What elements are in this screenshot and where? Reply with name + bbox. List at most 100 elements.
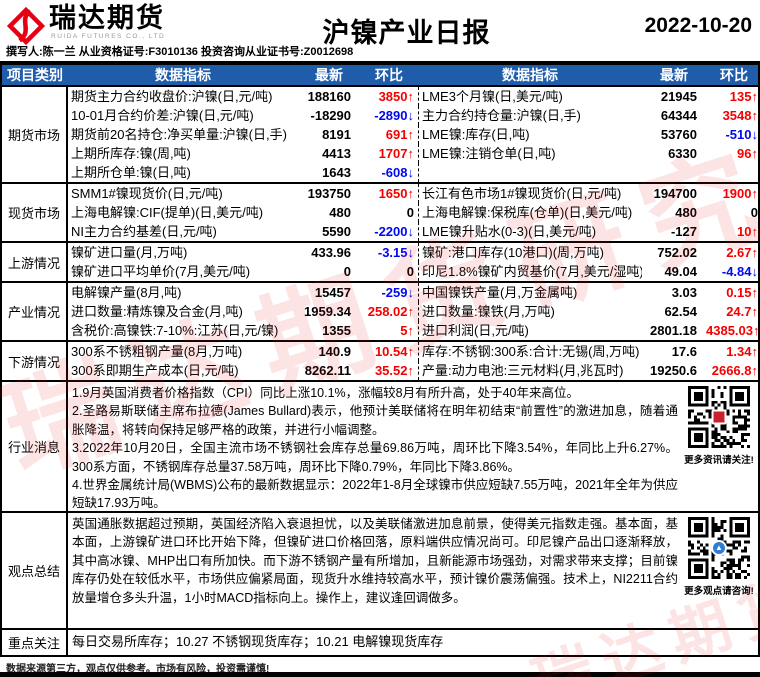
- data-grid: 期货市场 期货主力合约收盘价:沪镍(日,元/吨) 188160 3850↑ LME3个月…: [2, 87, 760, 382]
- paragraph: 2.圣路易斯联储主席布拉德(James Bullard)表示，他预计美联储将在明…: [72, 404, 678, 437]
- latest-value: 0: [343, 264, 351, 279]
- latest-value: 193750: [307, 186, 351, 201]
- latest-value: 194700: [653, 186, 697, 201]
- change-value: 5↑: [400, 323, 414, 338]
- opinion-paragraphs: 英国通胀数据超过预期，英国经济陷入衰退担忧，以及美联储激进加息前景，使得美元指数…: [72, 515, 682, 626]
- indicator-label: LME镍:库存(日,吨): [418, 125, 642, 144]
- change-value: 1707↑: [378, 146, 414, 161]
- indicator-label: 期货前20名持仓:净买单量:沪镍(日,手): [71, 127, 287, 142]
- latest-value: [642, 163, 706, 182]
- latest-value: 8191: [322, 127, 351, 142]
- category-label: 期货市场: [2, 87, 68, 182]
- latest-value: 140.9: [318, 344, 351, 359]
- col-header-latest-1: 最新: [315, 67, 343, 83]
- latest-value: 53760: [660, 127, 697, 142]
- report-date: 2022-10-20: [644, 14, 752, 37]
- col-header-indicator-1: 数据指标: [155, 67, 211, 83]
- section-rows: SMM1#镍现货价(日,元/吨) 193750 1650↑ 长江有色市场1#镍现货价(…: [68, 184, 760, 241]
- latest-value: -127: [670, 224, 697, 239]
- table-section: 产业情况 电解镍产量(8月,吨) 15457 -259↓ 中国镍铁产量(月,万金属吨) 3…: [2, 283, 760, 342]
- company-subtitle: RUIDA FUTURES CO., LTD: [51, 33, 166, 40]
- latest-value: 6330: [668, 146, 697, 161]
- latest-value: 1355: [322, 323, 351, 338]
- col-header-latest-2: 最新: [660, 67, 688, 83]
- section-industry-news: 行业消息 1.9月英国消费者价格指数（CPI）同比上涨10.1%，涨幅较8月有所…: [2, 382, 758, 513]
- table-row: 上期所仓单:镍(日,吨) 1643 -608↓: [68, 163, 760, 182]
- indicator-label: 上海电解镍:保税库(仓单)(日,美元/吨): [418, 203, 642, 222]
- indicator-label: 镍矿进口量(月,万吨): [71, 245, 188, 260]
- col-header-category: 项目类别: [7, 67, 63, 83]
- table-row: 期货主力合约收盘价:沪镍(日,元/吨) 188160 3850↑ LME3个月镍(日,…: [68, 87, 760, 106]
- change-value: 4385.03↑: [706, 323, 760, 338]
- change-value: -2890↓: [374, 108, 414, 123]
- col-header-indicator-2: 数据指标: [502, 67, 558, 83]
- section-rows: 电解镍产量(8月,吨) 15457 -259↓ 中国镍铁产量(月,万金属吨) 3.03 0…: [68, 283, 760, 340]
- latest-value: 17.6: [671, 344, 697, 359]
- change-value: 2.67↑: [726, 245, 758, 260]
- qr-pattern: [688, 386, 750, 448]
- change-value: -4.84↓: [721, 264, 758, 279]
- table-section: 期货市场 期货主力合约收盘价:沪镍(日,元/吨) 188160 3850↑ LME3个月…: [2, 87, 758, 184]
- col-header-change-1: 环比: [375, 67, 403, 83]
- change-value: -259↓: [381, 285, 414, 300]
- indicator-label: 上期所仓单:镍(日,吨): [71, 165, 191, 180]
- report-title: 沪镍产业日报: [322, 18, 491, 48]
- indicator-label: 上海电解镍:CIF(提单)(日,美元/吨): [71, 205, 264, 220]
- table-row: 镍矿进口平均单价(7月,美元/吨) 0 0 印尼1.8%镍矿内贸基价(7月,美元/湿吨…: [68, 262, 760, 281]
- latest-value: 433.96: [311, 245, 351, 260]
- change-value: 10↑: [737, 224, 758, 239]
- table-row: 进口数量:精炼镍及合金(月,吨) 1959.34 258.02↑ 进口数量:镍铁(月,…: [68, 302, 760, 321]
- news-paragraphs: 1.9月英国消费者价格指数（CPI）同比上涨10.1%，涨幅较8月有所升高，处于…: [72, 384, 682, 510]
- change-value: 2666.8↑: [711, 363, 758, 378]
- indicator-label: 进口数量:镍铁(月,万吨): [418, 302, 642, 321]
- opinion-qr-block: ▲ 更多观点请咨询!: [682, 515, 756, 626]
- disclaimer-text: 数据来源第三方，观点仅供参考。市场有风险，投资需谨慎!: [6, 664, 270, 675]
- indicator-label: 印尼1.8%镍矿内贸基价(7月,美元/湿吨): [418, 262, 642, 281]
- category-label: 上游情况: [2, 243, 68, 281]
- company-name: 瑞达期货: [49, 3, 165, 33]
- change-value: -510↓: [725, 127, 758, 142]
- section-key-focus: 重点关注 每日交易所库存；10.27 不锈钢现货库存；10.21 电解镍现货库存: [2, 630, 758, 655]
- indicator-label: 镍矿:港口库存(10港口)(周,万吨): [418, 243, 642, 262]
- latest-value: 752.02: [657, 245, 697, 260]
- indicator-label: SMM1#镍现货价(日,元/吨): [71, 186, 223, 201]
- section-rows: 镍矿进口量(月,万吨) 433.96 -3.15↓ 镍矿:港口库存(10港口)(周,万…: [68, 243, 760, 281]
- latest-value: 1643: [322, 165, 351, 180]
- change-value: 1650↑: [378, 186, 414, 201]
- qr-center-logo-red: [711, 409, 727, 425]
- indicator-label: 库存:不锈钢:300系:合计:无锡(周,万吨): [418, 342, 642, 361]
- table-row: 10-01月合约价差:沪镍(日,元/吨) -18290 -2890↓ 主力合约持仓量:…: [68, 106, 760, 125]
- category-label: 产业情况: [2, 283, 68, 340]
- indicator-label: 期货主力合约收盘价:沪镍(日,元/吨): [71, 89, 273, 104]
- paragraph: 3.2022年10月20日，全国主流市场不锈钢社会库存总量69.86万吨，周环比…: [72, 441, 678, 474]
- qr-pattern: [688, 517, 750, 579]
- latest-value: 62.54: [664, 304, 697, 319]
- latest-value: 2801.18: [650, 323, 697, 338]
- table-section: 上游情况 镍矿进口量(月,万吨) 433.96 -3.15↓ 镍矿:港口库存(10港口)…: [2, 243, 758, 283]
- change-value: 0: [750, 205, 758, 220]
- ruida-logo-icon: [6, 6, 46, 46]
- latest-value: 19250.6: [650, 363, 697, 378]
- opinion-qr-code: ▲: [688, 517, 750, 579]
- change-value: -608↓: [381, 165, 414, 180]
- category-label: 行业消息: [2, 382, 68, 511]
- news-qr-caption: 更多资讯请关注!: [684, 455, 754, 466]
- indicator-label: [418, 163, 642, 182]
- qr-center-logo-blue: ▲: [711, 540, 727, 556]
- change-value: 1900↑: [722, 186, 758, 201]
- bottom-bar: [0, 672, 760, 677]
- table-header-row: 项目类别 数据指标 最新 环比 数据指标 最新 环比: [2, 65, 758, 87]
- latest-value: 64344: [660, 108, 697, 123]
- col-header-change-2: 环比: [720, 67, 748, 83]
- table-row: 电解镍产量(8月,吨) 15457 -259↓ 中国镍铁产量(月,万金属吨) 3.03 0…: [68, 283, 760, 302]
- change-value: 691↑: [385, 127, 414, 142]
- indicator-label: LME镍:注销仓单(日,吨): [418, 144, 642, 163]
- table-row: SMM1#镍现货价(日,元/吨) 193750 1650↑ 长江有色市场1#镍现货价(…: [68, 184, 760, 203]
- latest-value: 15457: [314, 285, 351, 300]
- category-label: 重点关注: [2, 630, 68, 655]
- section-opinion-summary: 观点总结 英国通胀数据超过预期，英国经济陷入衰退担忧，以及美联储激进加息前景，使…: [2, 513, 758, 630]
- top-divider: [0, 61, 760, 65]
- latest-value: 5590: [322, 224, 351, 239]
- indicator-label: 300系不锈粗钢产量(8月,万吨): [71, 344, 243, 359]
